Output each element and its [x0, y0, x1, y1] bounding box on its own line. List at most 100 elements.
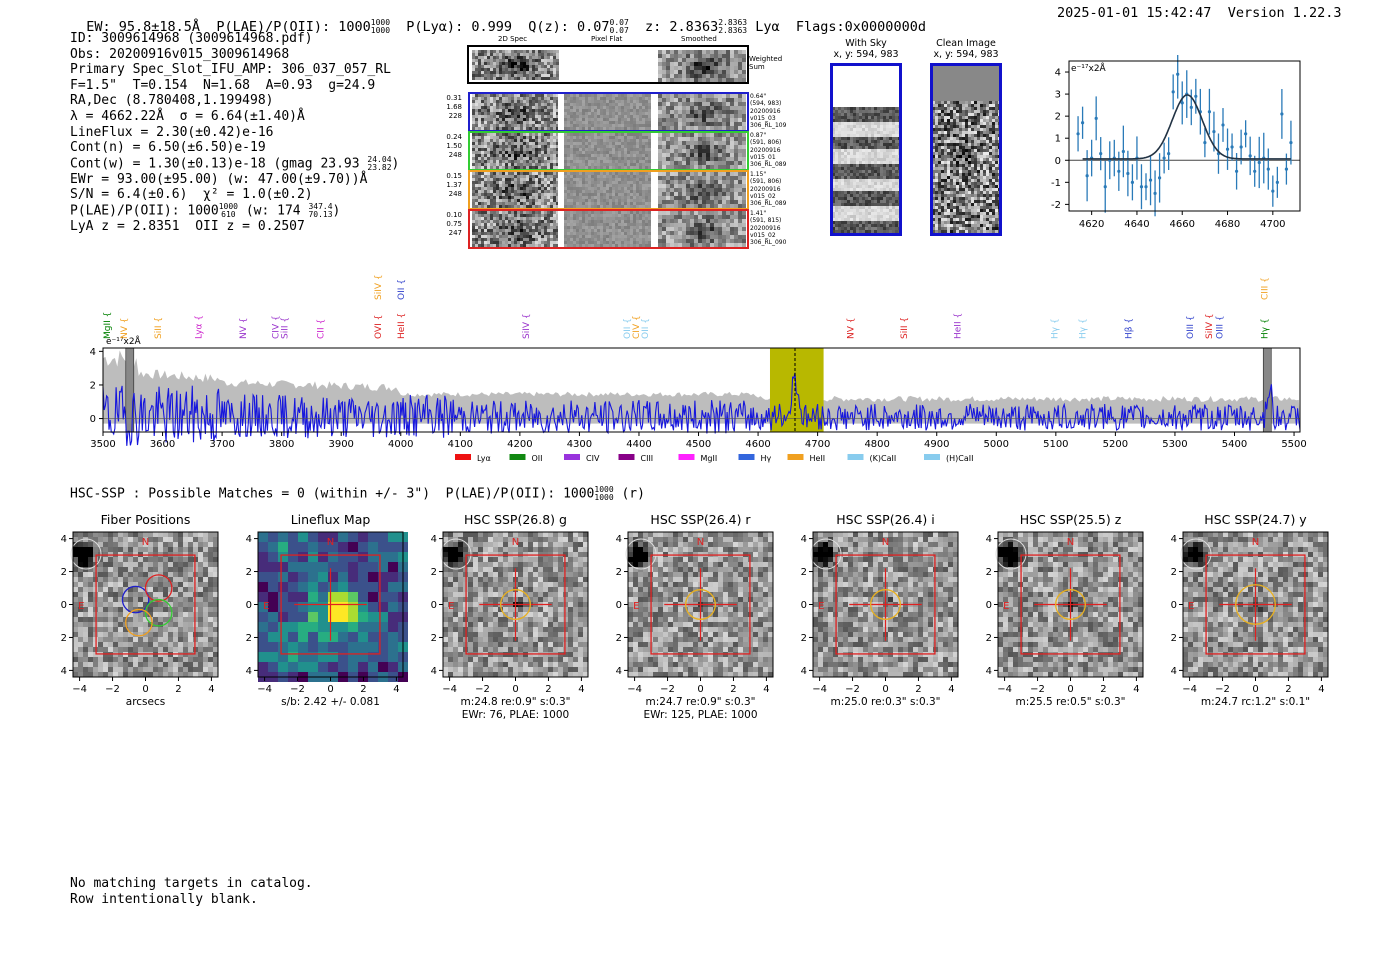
hsc-xtick: 4: [1133, 684, 1139, 695]
fit-data-point: [1130, 180, 1135, 184]
north-label: N: [697, 537, 704, 548]
cutout-row-right: 0.64" (594, 983) 20200916 v015_03 306_RL_109: [750, 93, 786, 129]
spectral-line-label: SiIV {: [374, 275, 384, 300]
clean-image-label: Clean Image x, y: 594, 983: [927, 38, 1005, 60]
spectrum-xtick: 4200: [507, 439, 532, 450]
fiber-circle: [121, 585, 150, 614]
hsc-ytick: 2: [61, 567, 67, 578]
hsc-panel-title: HSC SSP(26.4) i: [836, 512, 935, 527]
info-id: ID: 3009614968 (3009614968.pdf): [70, 31, 313, 46]
cutout-right-value: (591, 806): [750, 178, 782, 186]
cutout-right-value: 1.41": [750, 210, 767, 217]
info-plae-lo2: 70.13: [308, 210, 333, 220]
z-lo: 2.8363: [718, 26, 748, 35]
hsc-xtick: −4: [72, 684, 87, 695]
ew-value: EW: 95.8±18.5Å: [86, 19, 201, 35]
hsc-caption-line1: m:24.8 re:0.9" s:0.3": [460, 696, 571, 708]
z-hi: 2.8363: [718, 18, 748, 27]
info-contw-hi: 24.04: [367, 154, 392, 164]
hsc-xtick: 2: [360, 684, 366, 695]
hsc-xtick: −4: [1182, 684, 1197, 695]
hsc-caption-line1: m:24.7 rc:1.2" s:0.1": [1200, 696, 1311, 708]
hsc-ytick: 0: [61, 600, 67, 611]
hsc-panel-title: HSC SSP(24.7) y: [1204, 512, 1307, 527]
hsc-ytick: 2: [616, 567, 622, 578]
hsc-ytick: −2: [61, 633, 67, 644]
hsc-caption-line1: s/b: 2.42 +/- 0.081: [281, 696, 380, 708]
info-contn: Cont(n) = 6.50(±6.50)e-19: [70, 140, 266, 156]
fit-data-point: [1171, 90, 1175, 94]
east-label: E: [818, 601, 824, 612]
legend-label: (K)CaII: [870, 454, 897, 463]
fit-data-point: [1076, 132, 1080, 136]
fit-data-point: [1225, 147, 1230, 151]
qz-lo: 0.07: [609, 26, 629, 35]
plae-value: P(LAE)/P(OII): 1000: [216, 19, 371, 35]
weighted-label: Weighted Sum: [749, 55, 782, 71]
hsc-panel-caption: m:24.8 re:0.9" s:0.3" EWr: 76, PLAE: 1000: [418, 696, 613, 722]
hsc-ytick: 4: [616, 534, 622, 545]
hsc-xtick: 2: [175, 684, 181, 695]
fit-ytick: -2: [1051, 200, 1061, 211]
aperture-circle: [1235, 584, 1276, 625]
datetime: 2025-01-01 15:42:47: [1057, 5, 1212, 21]
spectral-line-label: Hγ {: [1260, 318, 1270, 339]
spectral-line-label: OIII {: [1216, 315, 1226, 339]
hsc-panel-image: N E −4 −4 −2 −2 0 0 2 2 4 4: [616, 531, 774, 695]
spectrum-xtick: 4300: [567, 439, 592, 450]
cutout-row-right: 1.15" (591, 806) 20200916 v015_02 306_RL_089: [750, 171, 786, 207]
hsc-panel-image: N E −4 −4 −2 −2 0 0 2 2 4 4: [986, 531, 1144, 695]
fit-ytick: 3: [1055, 90, 1061, 101]
hsc-panel-image: N E −4 −4 −2 −2 0 0 2 2 4 4: [61, 531, 219, 695]
cutout-left-value: 1.68: [446, 103, 462, 111]
fit-data-point: [1085, 174, 1089, 178]
spectral-line-label: OIII {: [1186, 315, 1196, 339]
hsc-ytick: 0: [616, 600, 622, 611]
cutouts-svg: [467, 45, 749, 249]
info-lambda: λ = 4662.22Å σ = 6.64(±1.40)Å: [70, 108, 305, 124]
hsc-xtick: −4: [442, 684, 457, 695]
hsc-summary: HSC-SSP : Possible Matches = 0 (within +…: [70, 486, 645, 502]
hsc-ytick: 4: [1171, 534, 1177, 545]
north-label: N: [882, 537, 889, 548]
hsc-caption-line1: arcsecs: [125, 696, 166, 708]
qz-hi: 0.07: [609, 18, 629, 27]
cutout-left-value: 1.37: [446, 181, 462, 189]
hsc-ytick: 2: [986, 567, 992, 578]
spectrum-xtick: 3600: [150, 439, 175, 450]
spectrum-xtick: 5400: [1222, 439, 1247, 450]
spectrum-xtick: 5000: [984, 439, 1009, 450]
hsc-ytick: −2: [616, 633, 622, 644]
spectrum-xtick: 4500: [686, 439, 711, 450]
fit-data-point: [1212, 129, 1216, 134]
spectral-line-label: OII {: [397, 279, 407, 300]
legend-swatch: [847, 454, 864, 460]
hsc-ytick: −2: [246, 633, 252, 644]
aperture-circle: [1055, 589, 1086, 620]
info-lineflux: LineFlux = 2.30(±0.42)e-16: [70, 124, 274, 140]
hsc-xtick: 2: [1285, 684, 1291, 695]
info-block: ID: 3009614968 (3009614968.pdf) Obs: 2020…: [70, 31, 399, 235]
spectral-line-label: Lyα {: [194, 315, 204, 339]
legend-swatch: [787, 454, 804, 460]
spectral-line-label: SiIV {: [1205, 313, 1215, 339]
hsc-xtick: −2: [845, 684, 860, 695]
spectral-line-label: SiIV {: [522, 313, 532, 339]
legend-swatch: [678, 454, 695, 460]
spectral-line-label: CIV {: [632, 315, 642, 339]
fit-data-point: [1157, 176, 1162, 180]
fit-data-point: [1167, 152, 1171, 156]
aperture-circle: [500, 589, 531, 620]
fit-ytick: 4: [1055, 68, 1061, 79]
info-plae-text: P(LAE)/P(OII): 1000: [70, 203, 219, 219]
fit-xtick: 4620: [1079, 219, 1104, 230]
hsc-xtick: −2: [660, 684, 675, 695]
hsc-panel-title: HSC SSP(25.5) z: [1019, 512, 1122, 527]
fit-ytick: 0: [1055, 156, 1061, 167]
hsc-panel-title: Fiber Positions: [100, 512, 191, 527]
hsc-summary-hi: 1000: [594, 485, 614, 494]
spectrum-xtick: 4800: [864, 439, 889, 450]
hsc-ytick: 0: [801, 600, 807, 611]
hsc-xtick: −2: [105, 684, 120, 695]
info-plae: P(LAE)/P(OII): 1000 1000 610 (w: 174 347.4…: [70, 203, 399, 219]
